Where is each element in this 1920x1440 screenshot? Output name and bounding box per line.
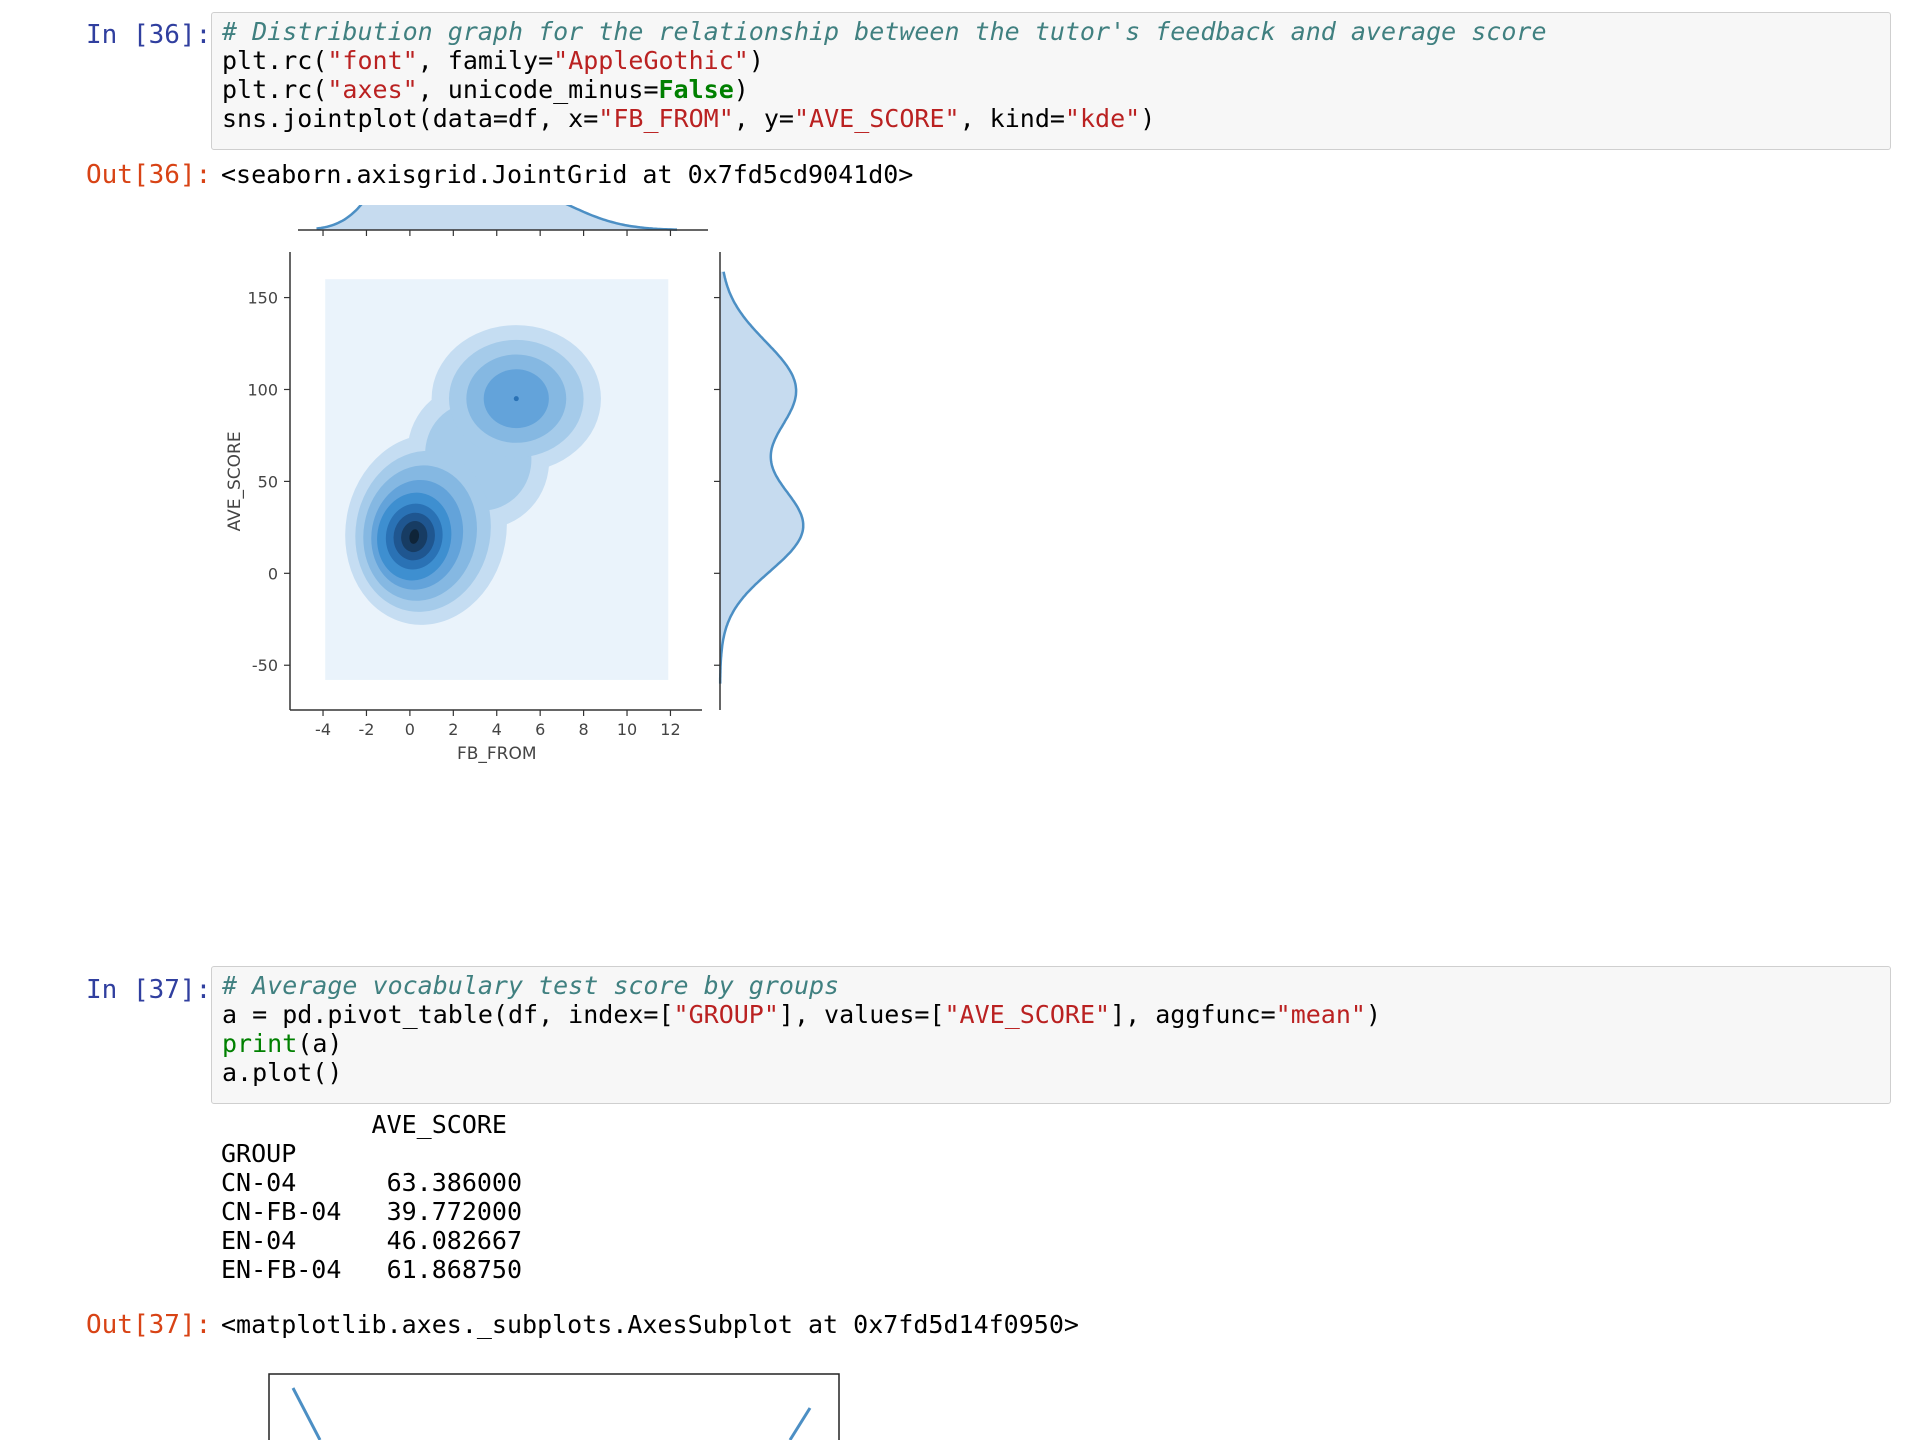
y-marginal-line bbox=[718, 271, 805, 684]
cell-37-stdout: AVE_SCORE GROUP CN-04 63.386000 CN-FB-04 39… bbox=[221, 1110, 522, 1284]
code-token: "GROUP" bbox=[673, 1000, 779, 1029]
kde-contours bbox=[345, 325, 601, 625]
stdout-line: CN-04 63.386000 bbox=[221, 1168, 523, 1197]
code-line: a = pd.pivot_table(df, index=["GROUP"], … bbox=[222, 1000, 1880, 1029]
stdout-line: EN-FB-04 61.868750 bbox=[221, 1255, 523, 1284]
code-token: ) bbox=[733, 75, 749, 104]
cell-36-in-prompt: In [36]: bbox=[86, 20, 212, 50]
code-line: # Distribution graph for the relationshi… bbox=[222, 17, 1880, 46]
code-line: a.plot() bbox=[222, 1058, 1880, 1087]
code-token: a = pd.pivot_table(df, index=[ bbox=[222, 1000, 674, 1029]
code-token: ) bbox=[1365, 1000, 1382, 1029]
code-token: plt.rc( bbox=[222, 46, 328, 75]
code-token: "FB_FROM" bbox=[598, 104, 734, 133]
stdout-line: AVE_SCORE bbox=[221, 1110, 507, 1139]
code-token: "AppleGothic" bbox=[553, 46, 749, 75]
code-token: ], aggfunc= bbox=[1110, 1000, 1276, 1029]
y-tick-label: 100 bbox=[247, 380, 278, 399]
kde-contour-primary bbox=[409, 529, 420, 544]
code-token: sns.jointplot(data=df, x= bbox=[222, 104, 599, 133]
code-token: a.plot() bbox=[222, 1058, 343, 1087]
x-tick-label: 8 bbox=[579, 720, 589, 739]
series-line bbox=[291, 1387, 322, 1440]
code-token: "AVE_SCORE" bbox=[793, 104, 960, 133]
code-token: , family= bbox=[417, 46, 554, 75]
code-token: ) bbox=[1140, 104, 1156, 133]
code-token: (a) bbox=[297, 1029, 343, 1058]
x-axis-label: FB_FROM bbox=[457, 744, 537, 764]
kde-jointplot: -4 -2 0 2 4 6 8 10 12 -50 0 50 100 150 FB_FROM AVE_SC… bbox=[225, 205, 805, 764]
code-line: plt.rc("font", family="AppleGothic") bbox=[222, 46, 1880, 75]
y-tick-label: 50 bbox=[258, 472, 278, 491]
y-marginal-fill bbox=[720, 271, 804, 684]
code-line: # Average vocabulary test score by group… bbox=[222, 971, 1880, 1000]
cell-37-out-prompt: Out[37]: bbox=[86, 1310, 212, 1340]
x-tick-label: 4 bbox=[492, 720, 502, 739]
kde-secondary-peak bbox=[513, 396, 519, 402]
x-marginal-fill bbox=[316, 205, 677, 230]
line-plot-partial bbox=[268, 1373, 840, 1440]
x-tick-label: 10 bbox=[617, 720, 637, 739]
y-axis-label: AVE_SCORE bbox=[225, 431, 245, 531]
y-tick-label: 150 bbox=[247, 289, 278, 308]
code-token: print bbox=[222, 1029, 298, 1058]
cell-36-output-text: <seaborn.axisgrid.JointGrid at 0x7fd5cd9… bbox=[221, 160, 914, 189]
code-token: , unicode_minus= bbox=[417, 75, 659, 104]
series-line-end bbox=[788, 1407, 812, 1440]
x-tick-label: 0 bbox=[405, 720, 415, 739]
cell-37-code-editor[interactable]: # Average vocabulary test score by group… bbox=[211, 966, 1891, 1104]
code-token: "axes" bbox=[327, 75, 418, 104]
code-token: , y= bbox=[733, 104, 794, 133]
code-token: "mean" bbox=[1275, 1000, 1366, 1029]
main-kde-axes: -4 -2 0 2 4 6 8 10 12 -50 0 50 100 150 bbox=[247, 252, 702, 739]
x-tick-label: -4 bbox=[315, 720, 331, 739]
y-tick-label: 0 bbox=[268, 564, 278, 583]
code-token: "font" bbox=[327, 46, 418, 75]
x-tick-label: 2 bbox=[448, 720, 458, 739]
x-tick-label: 12 bbox=[660, 720, 680, 739]
y-marginal-kde bbox=[714, 252, 805, 710]
code-token: ) bbox=[748, 46, 764, 75]
cell-36-out-prompt: Out[36]: bbox=[86, 160, 212, 190]
cell-37-output-text: <matplotlib.axes._subplots.AxesSubplot a… bbox=[221, 1310, 1079, 1339]
plot-frame bbox=[268, 1373, 840, 1440]
x-marginal-kde bbox=[298, 205, 708, 236]
code-line: sns.jointplot(data=df, x="FB_FROM", y="A… bbox=[222, 104, 1880, 133]
code-line: print(a) bbox=[222, 1029, 1880, 1058]
cell-37-in-prompt: In [37]: bbox=[86, 975, 212, 1005]
y-tick-label: -50 bbox=[252, 656, 278, 675]
code-token: "kde" bbox=[1064, 104, 1141, 133]
code-token: False bbox=[658, 75, 734, 104]
code-token: plt.rc( bbox=[222, 75, 328, 104]
code-token: # Distribution graph for the relationshi… bbox=[222, 17, 1547, 46]
code-line: plt.rc("axes", unicode_minus=False) bbox=[222, 75, 1880, 104]
code-token: ], values=[ bbox=[778, 1000, 945, 1029]
stdout-line: CN-FB-04 39.772000 bbox=[221, 1197, 523, 1226]
code-token: # Average vocabulary test score by group… bbox=[222, 971, 840, 1000]
cell-36-code-editor[interactable]: # Distribution graph for the relationshi… bbox=[211, 12, 1891, 150]
x-marginal-line bbox=[316, 205, 677, 231]
stdout-line: EN-04 46.082667 bbox=[221, 1226, 523, 1255]
code-token: "AVE_SCORE" bbox=[944, 1000, 1111, 1029]
code-token: , kind= bbox=[959, 104, 1065, 133]
x-tick-label: -2 bbox=[358, 720, 374, 739]
x-tick-label: 6 bbox=[535, 720, 545, 739]
stdout-line: GROUP bbox=[221, 1139, 297, 1168]
